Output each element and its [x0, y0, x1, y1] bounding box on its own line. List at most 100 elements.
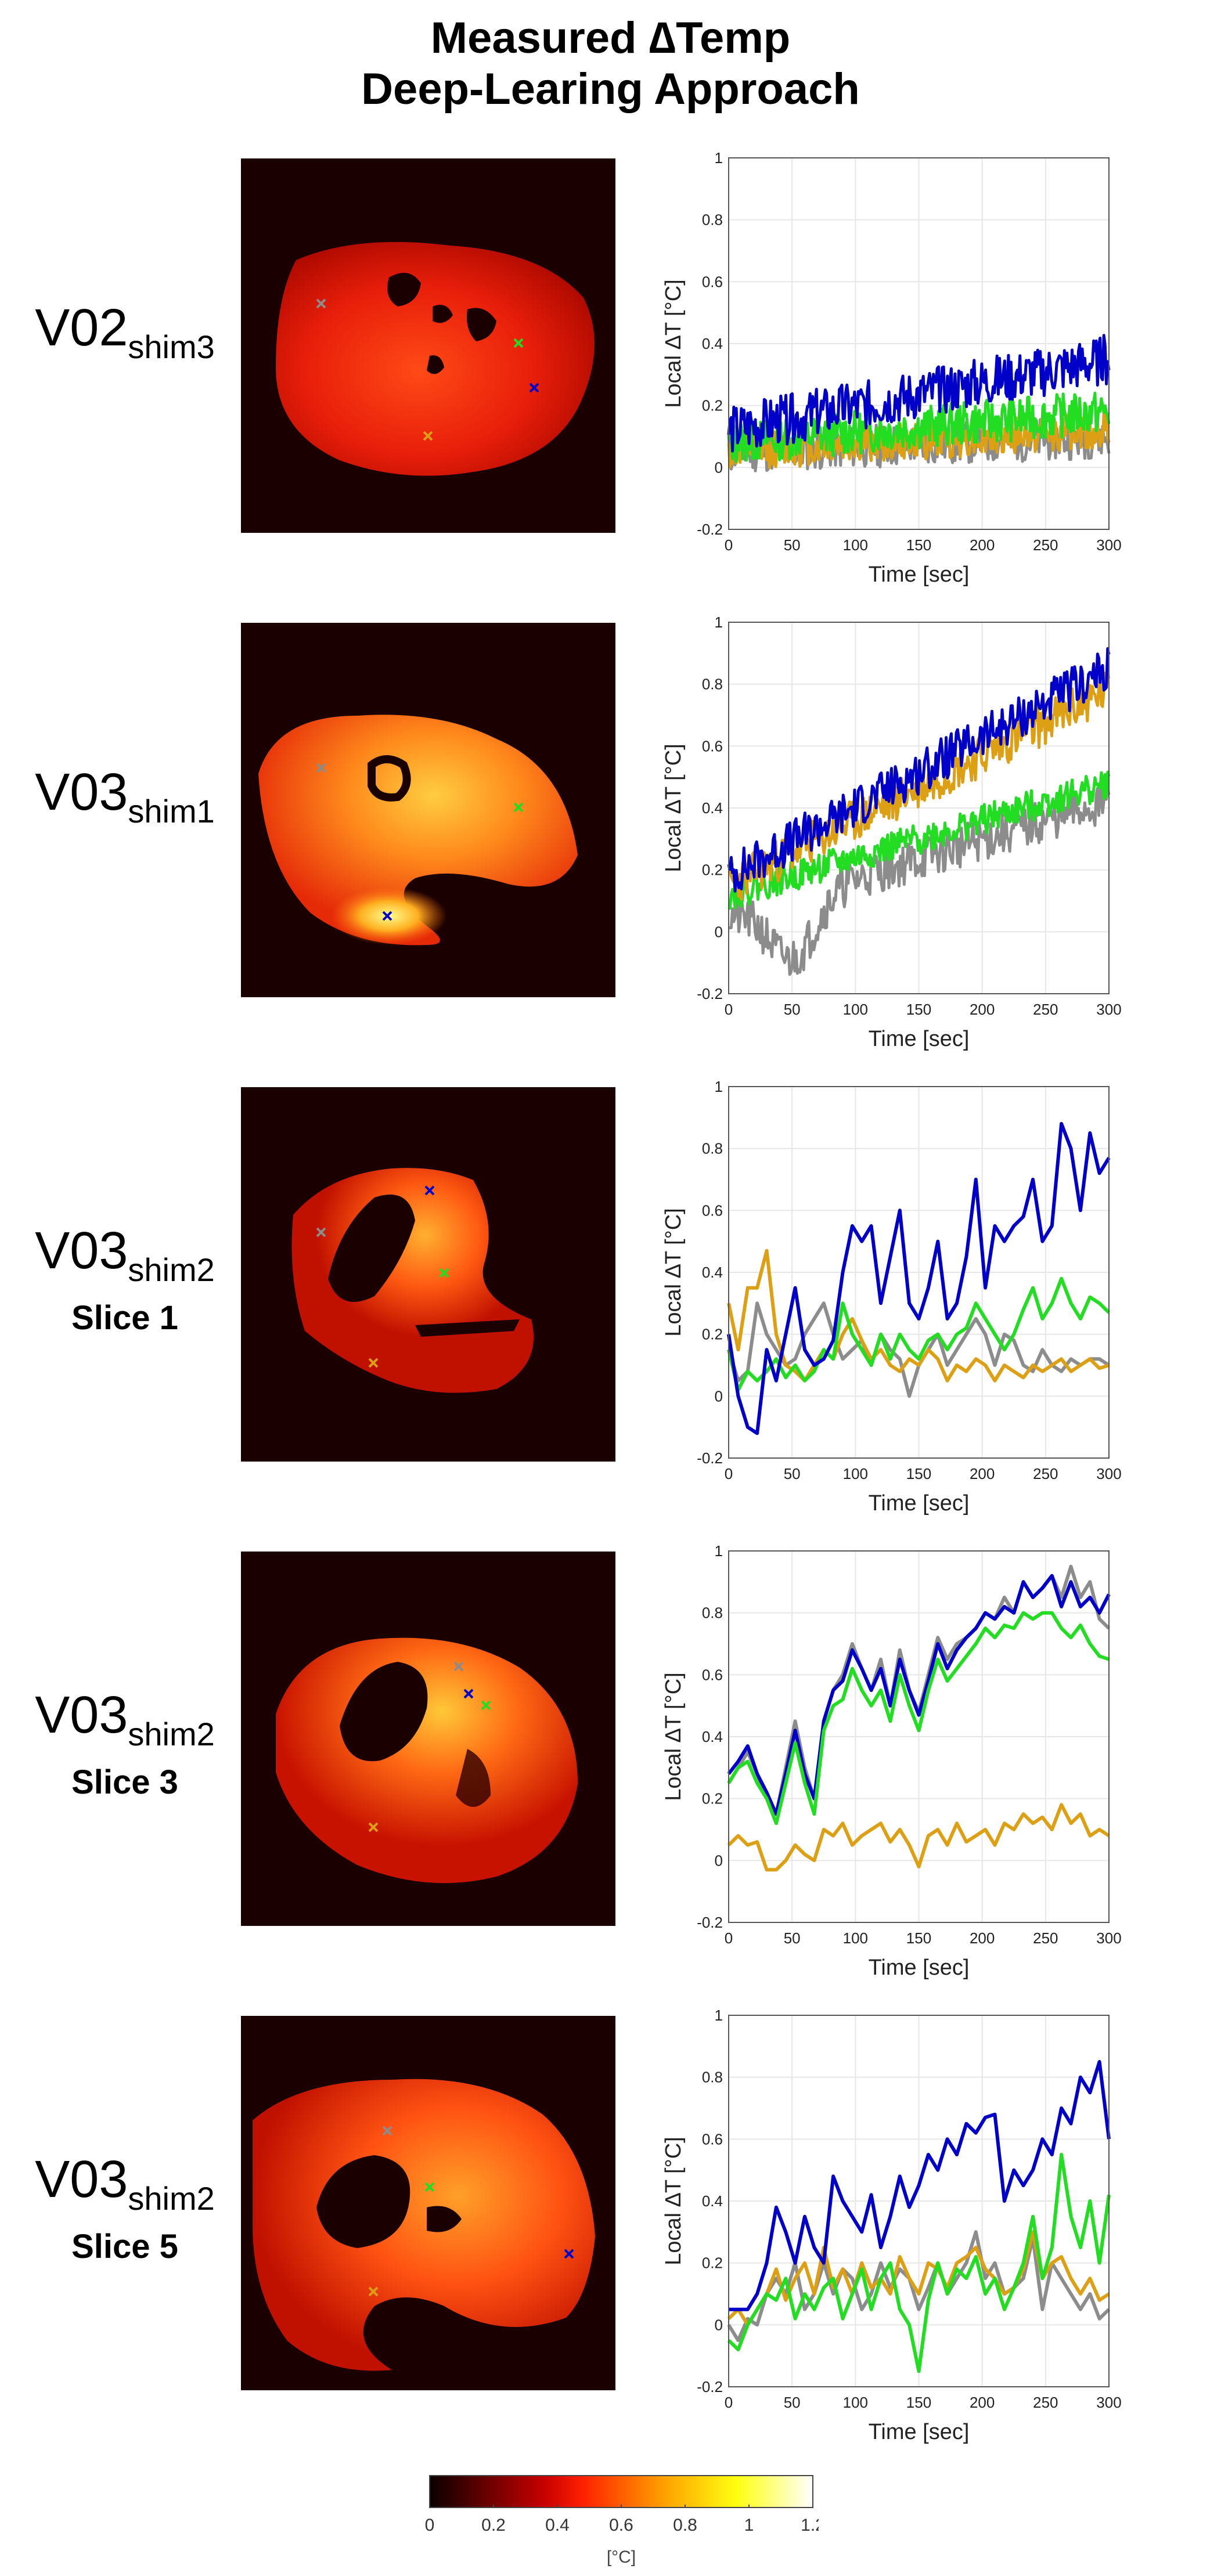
markers: [368, 2126, 574, 2297]
void-region: [456, 1749, 491, 1807]
y-tick-label: 0.6: [702, 1202, 723, 1219]
y-tick-label: 0.4: [702, 1728, 723, 1745]
y-tick-label: 1: [715, 2007, 723, 2024]
y-tick-label: 0.4: [702, 1264, 723, 1281]
markers: [316, 298, 539, 441]
row-label-sub: shim2: [128, 1251, 215, 1288]
marker-blue: [382, 911, 392, 921]
marker-gray: [316, 1227, 326, 1238]
x-tick-label: 0: [725, 1929, 733, 1947]
marker-green: [439, 1268, 449, 1278]
markers: [316, 1185, 449, 1368]
plot-frame: [728, 1550, 1110, 1923]
y-tick-label: 0.6: [702, 1666, 723, 1683]
y-tick-label: 0.2: [702, 2254, 723, 2272]
y-tick-label: 1: [715, 1078, 723, 1095]
x-axis-label: Time [sec]: [869, 1027, 970, 1051]
y-tick-label: 0.8: [702, 2069, 723, 2086]
y-tick-label: 1: [715, 149, 723, 167]
hot-spot: [331, 887, 447, 945]
plot-frame: [728, 622, 1110, 994]
y-tick-label: 0.4: [702, 799, 723, 817]
series-line-blue: [727, 334, 1111, 453]
y-tick-label: 0.2: [702, 397, 723, 414]
x-tick-label: 300: [1096, 536, 1121, 554]
x-tick-label: 300: [1096, 1929, 1121, 1947]
marker-gold: [423, 431, 433, 441]
marker-blue: [463, 1689, 474, 1699]
x-tick-label: 300: [1096, 1001, 1121, 1018]
x-tick-label: 200: [970, 2394, 995, 2411]
y-tick-label: -0.2: [697, 1449, 723, 1467]
title-line-1: Measured ∆Temp: [430, 13, 791, 63]
row-label-main: V03: [35, 1222, 128, 1280]
colorbar-ticks: 0 0.2 0.4 0.6 0.8 1 1.2: [425, 2505, 819, 2535]
series-line-gray: [728, 781, 1111, 976]
void-region: [427, 2206, 462, 2232]
marker-gold: [368, 1822, 379, 1832]
y-tick-label: -0.2: [697, 521, 723, 538]
x-axis-label: Time [sec]: [869, 1956, 970, 1980]
marker-green: [513, 802, 524, 813]
row-label-3: V03shim2 Slice 3: [17, 1686, 232, 1802]
x-axis-label: Time [sec]: [869, 1491, 970, 1516]
row-slice-label: Slice 1: [71, 1299, 178, 1337]
y-tick-label: 0.6: [702, 2130, 723, 2148]
marker-gold: [368, 2286, 379, 2297]
x-tick-label: 150: [906, 1001, 931, 1018]
void-region: [467, 308, 496, 341]
series-line-green: [727, 1611, 1110, 1825]
y-tick-label: 0: [715, 923, 723, 940]
series-line-green: [727, 770, 1111, 910]
plot-frame: [728, 2015, 1110, 2387]
x-tick-label: 250: [1033, 1465, 1058, 1482]
row-label-main: V03: [35, 1686, 128, 1744]
colorbar-gradient: [429, 2475, 813, 2508]
y-tick-label: 0.6: [702, 737, 723, 755]
y-tick-label: 0.2: [702, 1326, 723, 1343]
x-tick-label: 100: [843, 2394, 868, 2411]
marker-blue: [564, 2249, 574, 2259]
colorbar-tick-label: 1.2: [801, 2516, 819, 2535]
row-slice-label: Slice 5: [71, 2228, 178, 2265]
plot-0: 0 50 100 150 200 250 300-0.200.20.40.60.81Time…: [661, 149, 1122, 587]
y-tick-label: 0: [715, 1387, 723, 1405]
void-region: [433, 305, 453, 323]
markers: [316, 763, 524, 921]
x-tick-label: 200: [970, 1001, 995, 1018]
marker-gray: [316, 763, 326, 773]
x-tick-label: 0: [725, 1465, 733, 1482]
series-line-green: [727, 2153, 1111, 2373]
colorbar: 0 0.2 0.4 0.6 0.8 1 1.2 [°C]: [425, 2475, 819, 2567]
plot-frame: [728, 1086, 1110, 1459]
plot-frame: [728, 157, 1110, 530]
series-line-blue: [727, 1122, 1111, 1435]
marker-gray: [382, 2126, 392, 2136]
y-tick-label: 0: [715, 2316, 723, 2333]
y-tick-label: -0.2: [697, 1914, 723, 1931]
plot-3: 0 50 100 150 200 250 300-0.200.20.40.60.81Time…: [661, 1542, 1122, 1980]
y-tick-label: 0.8: [702, 211, 723, 229]
row-label-0: V02shim3: [17, 299, 232, 376]
x-axis-label: Time [sec]: [869, 562, 970, 587]
y-tick-label: 0.8: [702, 1140, 723, 1157]
void-region: [368, 755, 411, 802]
y-tick-label: 1: [715, 1542, 723, 1560]
row-slice-label: Slice 3: [71, 1763, 178, 1801]
y-tick-label: 0.2: [702, 861, 723, 879]
x-tick-label: 100: [843, 536, 868, 554]
tissue-region: [258, 715, 578, 946]
marker-gold: [368, 1358, 379, 1368]
x-tick-label: 100: [843, 1001, 868, 1018]
x-tick-label: 250: [1033, 1929, 1058, 1947]
series-line-blue: [727, 1574, 1111, 1816]
x-tick-label: 200: [970, 1465, 995, 1482]
colorbar-tick-label: 0.4: [545, 2516, 570, 2535]
x-tick-label: 150: [906, 1465, 931, 1482]
series-line-blue: [729, 2060, 1111, 2311]
marker-gray: [316, 298, 326, 309]
y-tick-label: -0.2: [697, 2378, 723, 2395]
colorbar-label: [°C]: [607, 2548, 636, 2567]
y-tick-label: 0: [715, 1852, 723, 1869]
row-label-2: V03shim2 Slice 1: [17, 1222, 232, 1337]
